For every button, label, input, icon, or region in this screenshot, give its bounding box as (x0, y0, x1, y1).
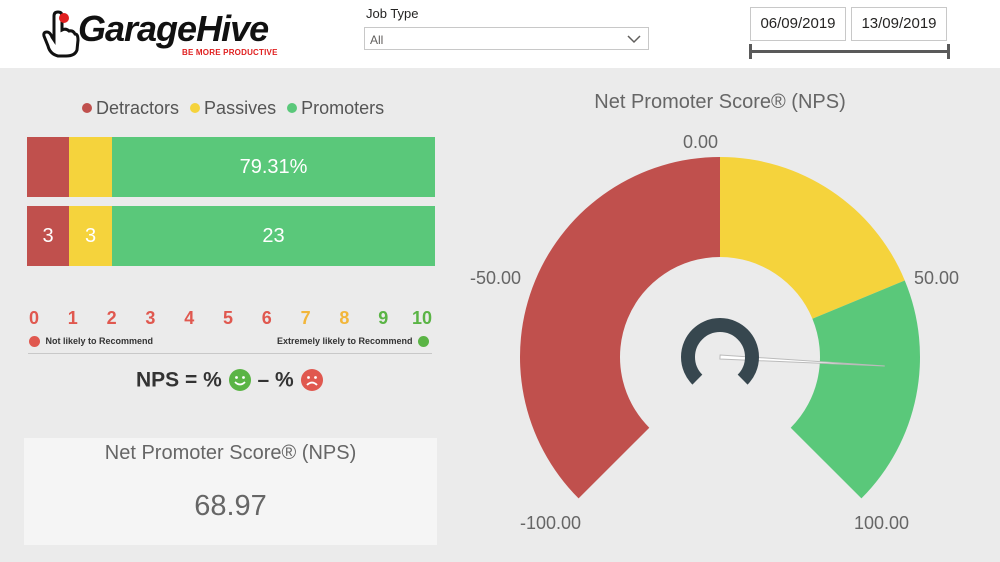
percent-stacked-bar[interactable]: 79.31% (27, 137, 435, 197)
gauge-segment-yellow[interactable] (720, 157, 905, 319)
not-likely-caption: Not likely to Recommend (29, 336, 154, 348)
nps-gauge-chart[interactable] (460, 125, 980, 562)
job-type-selected-value: All (370, 33, 384, 47)
gauge-label-neg50: -50.00 (470, 268, 522, 288)
start-date-input[interactable]: 06/09/2019 (750, 7, 846, 41)
gauge-hub (681, 318, 759, 385)
legend-label-promoters: Promoters (301, 97, 385, 118)
scale-number: 4 (184, 308, 195, 328)
legend-marker-passives (190, 103, 201, 114)
hand-pointer-icon (42, 10, 80, 58)
scale-number: 1 (67, 308, 78, 328)
sad-face-icon (300, 369, 323, 392)
gauge-label-min: -100.00 (520, 513, 582, 533)
date-slider-start-handle[interactable] (749, 44, 752, 59)
formula-prefix: NPS = % (136, 368, 222, 392)
gauge-segment-green[interactable] (790, 280, 920, 499)
chevron-down-icon (627, 35, 641, 44)
chart-legend: Detractors Passives Promoters (80, 97, 384, 119)
formula-middle: – % (257, 368, 294, 392)
nps-formula: NPS = % – % (136, 368, 324, 392)
job-type-label: Job Type (366, 6, 419, 21)
bar-passives-percent[interactable] (69, 137, 112, 197)
bar-passives-count[interactable]: 3 (69, 206, 112, 266)
header-bar: GarageHive BE MORE PRODUCTIVE Job Type A… (0, 0, 1000, 68)
gauge-segment-red[interactable] (520, 157, 720, 499)
end-date-input[interactable]: 13/09/2019 (851, 7, 947, 41)
scale-number: 5 (223, 308, 234, 328)
date-range-slider[interactable] (750, 50, 950, 53)
scale-number: 6 (261, 308, 272, 328)
job-type-dropdown[interactable]: All (364, 27, 649, 50)
gauge-label-max: 100.00 (854, 513, 910, 533)
scale-number: 2 (106, 308, 117, 328)
gauge-label-pos50: 50.00 (914, 268, 960, 288)
scale-number: 8 (339, 308, 350, 328)
scale-number: 9 (378, 308, 389, 328)
logo-text: GarageHive (78, 8, 269, 49)
happy-face-icon (418, 336, 430, 348)
date-slider-end-handle[interactable] (947, 44, 950, 59)
sad-face-icon (29, 336, 40, 348)
legend-marker-promoters (287, 103, 298, 114)
scale-number: 10 (412, 308, 433, 328)
logo-tagline: BE MORE PRODUCTIVE (182, 48, 278, 57)
legend-label-detractors: Detractors (96, 97, 180, 118)
gauge-needle (719, 354, 885, 367)
card-title: Net Promoter Score® (NPS) (104, 442, 357, 464)
scale-number: 7 (300, 308, 311, 328)
gauge-title: Net Promoter Score® (NPS) (594, 91, 846, 113)
garagehive-logo: GarageHive BE MORE PRODUCTIVE (40, 6, 285, 62)
legend-marker-detractors (82, 103, 92, 114)
scale-number: 0 (29, 308, 40, 328)
not-likely-text: Not likely to Recommend (45, 336, 154, 346)
gauge-label-zero: 0.00 (683, 132, 719, 152)
count-stacked-bar[interactable]: 3 3 23 (27, 206, 435, 266)
extremely-likely-text: Extremely likely to Recommend (277, 336, 413, 346)
nps-score-card[interactable]: Net Promoter Score® (NPS) 68.97 (24, 438, 437, 545)
bar-detractors-percent[interactable] (27, 137, 69, 197)
scale-divider (28, 353, 432, 354)
bar-promoters-count[interactable]: 23 (112, 206, 435, 266)
legend-label-passives: Passives (204, 97, 277, 118)
bar-promoters-percent[interactable]: 79.31% (112, 137, 435, 197)
bar-detractors-count[interactable]: 3 (27, 206, 69, 266)
card-value: 68.97 (194, 490, 267, 522)
happy-face-icon (228, 369, 251, 392)
scale-number: 3 (145, 308, 156, 328)
extremely-likely-caption: Extremely likely to Recommend (277, 336, 430, 348)
